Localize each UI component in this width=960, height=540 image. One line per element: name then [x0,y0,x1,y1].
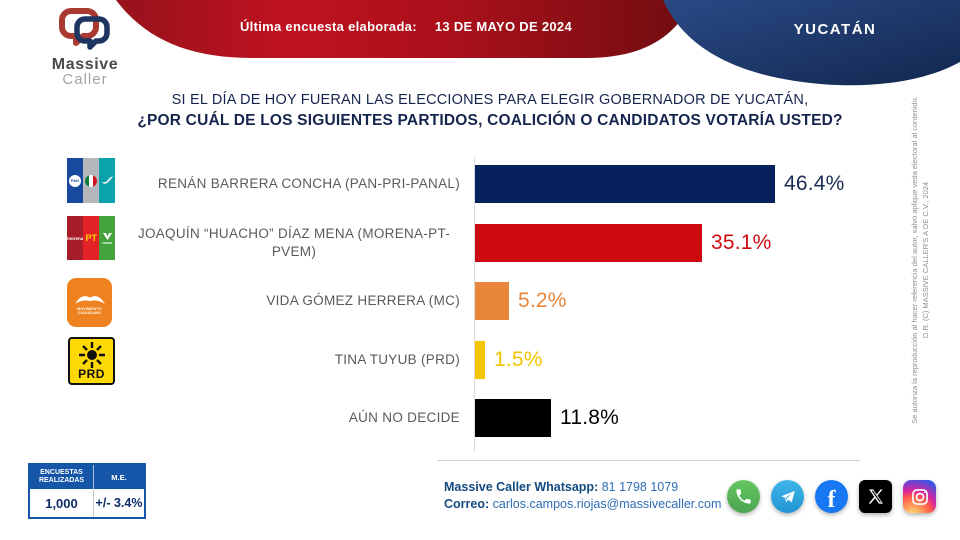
stats-header-row: ENCUESTAS REALIZADAS M.E. [30,465,144,489]
poll-question-line1: SI EL DÍA DE HOY FUERAN LAS ELECCIONES P… [171,92,809,108]
bar-value: 11.8% [560,406,619,429]
contact-block: Massive Caller Whatsapp: 81 1798 1079 Co… [444,479,721,512]
result-bar [475,282,509,320]
last-poll-date: 13 DE MAYO DE 2024 [434,19,572,34]
brand-name: Massive [51,56,119,73]
legal-note: Se autoriza la reproducción al hacer ref… [909,30,931,490]
navy-ribbon-shape [663,0,960,86]
bar-value: 1.5% [494,348,543,371]
pt-emblem: PT [85,233,97,243]
whatsapp-icon[interactable] [727,480,760,513]
bar-row: 5.2% [475,282,567,320]
stats-me-value: +/- 3.4% [95,496,143,510]
result-bar [475,399,551,437]
contact-email-line: Correo: carlos.campos.riojas@massivecall… [444,496,721,513]
prd-label: PRD [78,367,105,381]
brand-bubbles-icon [59,8,110,50]
candidate-label: JOAQUÍN “HUACHO” DÍAZ MENA (MORENA-PT-PV… [137,226,451,259]
bar-row: 35.1% [475,224,772,262]
stats-header-surveys: ENCUESTAS REALIZADAS [30,465,94,489]
candidate-label: VIDA GÓMEZ HERRERA (MC) [266,293,460,308]
contact-whatsapp-line: Massive Caller Whatsapp: 81 1798 1079 [444,479,721,496]
stats-header-me: M.E. [111,472,127,482]
pvem-caption: VERDE [101,240,113,245]
candidate-label: RENÁN BARRERA CONCHA (PAN-PRI-PANAL) [157,176,460,191]
legal-authorization: Se autoriza la reproducción al hacer ref… [910,96,919,424]
morena-emblem: morena [67,235,84,241]
pri-emblem-icon [85,174,97,187]
candidate-label: TINA TUYUB (PRD) [334,352,460,367]
party-logo-movimiento-ciudadano: MOVIMIENTO CIUDADANO [67,278,112,327]
whatsapp-label: Massive Caller Whatsapp: [444,480,599,494]
bar-value: 35.1% [711,231,772,254]
legal-copyright: D.R. (C) MASSIVE CALLER'S A DE C.V., 202… [921,181,930,339]
x-twitter-icon[interactable] [859,480,892,513]
sample-stats-table: ENCUESTAS REALIZADAS M.E. 1,000 +/- 3.4% [28,463,146,519]
region-banner: YUCATÁN [793,21,877,38]
last-poll-label: Última encuesta elaborada: [239,19,417,34]
telegram-icon[interactable] [771,480,804,513]
bar-row: 46.4% [475,165,845,203]
result-bar [475,224,702,262]
email-address: carlos.campos.riojas@massivecaller.com [492,496,722,511]
stats-value-row: 1,000 +/- 3.4% [30,489,144,517]
pt-stripe: PT [83,216,100,260]
party-logo-morena-pt-pvem: morena PT VERDE [67,216,115,260]
stats-surveys-value: 1,000 [30,489,94,517]
social-icons: f [727,480,936,513]
pan-emblem-icon: PAN [69,174,81,187]
instagram-icon[interactable] [903,480,936,513]
party-logo-pan-pri-panal: PAN [67,158,115,203]
bar-value: 5.2% [518,289,567,312]
panal-stripe [99,158,115,203]
chart-axis-line [474,157,475,452]
facebook-icon[interactable]: f [815,480,848,513]
bar-value: 46.4% [784,172,845,195]
bar-row: 11.8% [475,399,619,437]
candidate-label: AÚN NO DECIDE [348,410,460,425]
footer-divider [437,460,860,461]
morena-stripe: morena [67,216,84,260]
header-ribbons [116,0,960,86]
result-bar [475,165,775,203]
last-poll-banner: Última encuesta elaborada: 13 DE MAYO DE… [118,19,694,34]
panal-emblem-icon [101,176,113,184]
pri-stripe [83,158,99,203]
brand-logo: Massive Caller [26,6,144,87]
red-ribbon-shape [116,0,694,58]
pan-stripe: PAN [67,158,83,203]
mc-caption: MOVIMIENTO CIUDADANO [77,306,102,315]
pvem-emblem-icon [102,232,112,240]
poll-question-line2: ¿POR CUÁL DE LOS SIGUIENTES PARTIDOS, CO… [137,112,843,129]
whatsapp-number: 81 1798 1079 [601,480,679,494]
brand-subname: Caller [62,71,108,88]
prd-sun-icon [78,342,105,368]
poll-question: SI EL DÍA DE HOY FUERAN LAS ELECCIONES P… [20,91,960,131]
email-label: Correo: [444,496,490,511]
pvem-stripe: VERDE [99,216,115,260]
bar-row: 1.5% [475,341,543,379]
party-logo-prd: PRD [68,337,115,385]
result-bar [475,341,485,379]
mc-eagle-icon [74,295,105,304]
